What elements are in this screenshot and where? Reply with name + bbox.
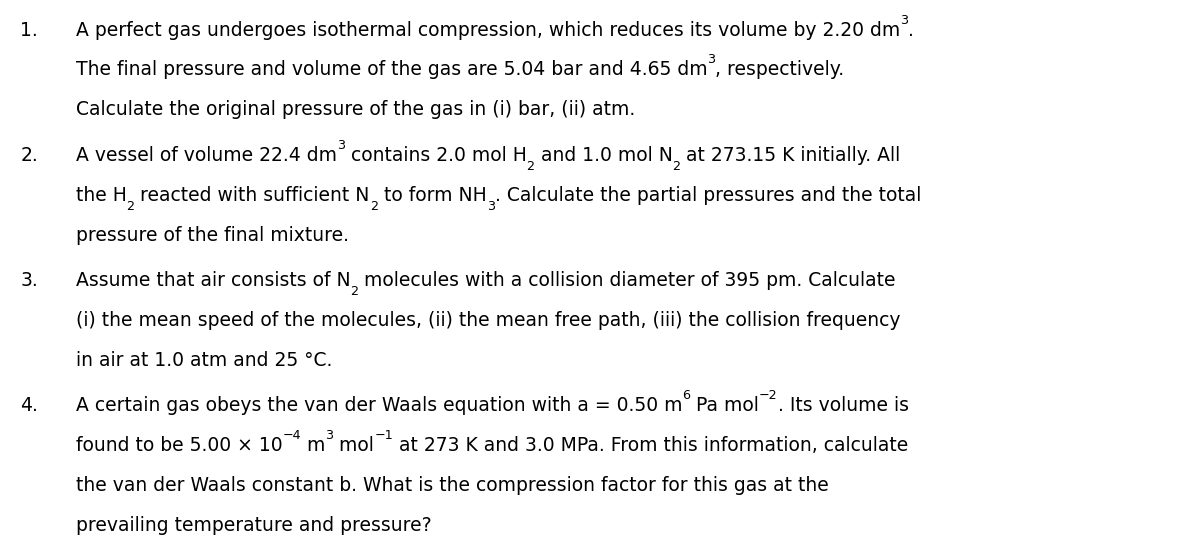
Text: 1.: 1. <box>20 21 38 39</box>
Text: The final pressure and volume of the gas are 5.04 bar and 4.65 dm: The final pressure and volume of the gas… <box>76 61 707 79</box>
Text: (i) the mean speed of the molecules, (ii) the mean free path, (iii) the collisio: (i) the mean speed of the molecules, (ii… <box>76 311 900 330</box>
Text: 2: 2 <box>527 160 534 172</box>
Text: to form NH: to form NH <box>378 186 487 205</box>
Text: A perfect gas undergoes isothermal compression, which reduces its volume by 2.20: A perfect gas undergoes isothermal compr… <box>76 21 900 39</box>
Text: contains 2.0 mol H: contains 2.0 mol H <box>344 146 527 165</box>
Text: 3: 3 <box>707 54 715 66</box>
Text: found to be 5.00 × 10: found to be 5.00 × 10 <box>76 437 282 455</box>
Text: Assume that air consists of N: Assume that air consists of N <box>76 271 350 290</box>
Text: −2: −2 <box>758 389 778 402</box>
Text: 2: 2 <box>350 285 359 298</box>
Text: Calculate the original pressure of the gas in (i) bar, (ii) atm.: Calculate the original pressure of the g… <box>76 101 635 119</box>
Text: 6: 6 <box>682 389 690 402</box>
Text: , respectively.: , respectively. <box>715 61 845 79</box>
Text: in air at 1.0 atm and 25 °C.: in air at 1.0 atm and 25 °C. <box>76 351 332 370</box>
Text: molecules with a collision diameter of 395 pm. Calculate: molecules with a collision diameter of 3… <box>359 271 895 290</box>
Text: 3: 3 <box>487 200 494 212</box>
Text: and 1.0 mol N: and 1.0 mol N <box>534 146 672 165</box>
Text: the van der Waals constant b. What is the compression factor for this gas at the: the van der Waals constant b. What is th… <box>76 476 828 495</box>
Text: . Calculate the partial pressures and the total: . Calculate the partial pressures and th… <box>494 186 922 205</box>
Text: 3: 3 <box>336 139 344 152</box>
Text: 4.: 4. <box>20 397 38 415</box>
Text: 3: 3 <box>900 14 908 26</box>
Text: A vessel of volume 22.4 dm: A vessel of volume 22.4 dm <box>76 146 336 165</box>
Text: −4: −4 <box>282 429 301 442</box>
Text: pressure of the final mixture.: pressure of the final mixture. <box>76 226 349 245</box>
Text: 2: 2 <box>370 200 378 212</box>
Text: m: m <box>301 437 325 455</box>
Text: A certain gas obeys the van der Waals equation with a = 0.50 m: A certain gas obeys the van der Waals eq… <box>76 397 682 415</box>
Text: 2.: 2. <box>20 146 38 165</box>
Text: mol: mol <box>334 437 374 455</box>
Text: . Its volume is: . Its volume is <box>778 397 908 415</box>
Text: at 273 K and 3.0 MPa. From this information, calculate: at 273 K and 3.0 MPa. From this informat… <box>392 437 908 455</box>
Text: −1: −1 <box>374 429 392 442</box>
Text: at 273.15 K initially. All: at 273.15 K initially. All <box>680 146 901 165</box>
Text: 2: 2 <box>672 160 680 172</box>
Text: reacted with sufficient N: reacted with sufficient N <box>134 186 370 205</box>
Text: 3: 3 <box>325 429 334 442</box>
Text: .: . <box>908 21 914 39</box>
Text: Pa mol: Pa mol <box>690 397 758 415</box>
Text: 3.: 3. <box>20 271 38 290</box>
Text: 2: 2 <box>126 200 134 212</box>
Text: prevailing temperature and pressure?: prevailing temperature and pressure? <box>76 516 431 535</box>
Text: the H: the H <box>76 186 126 205</box>
